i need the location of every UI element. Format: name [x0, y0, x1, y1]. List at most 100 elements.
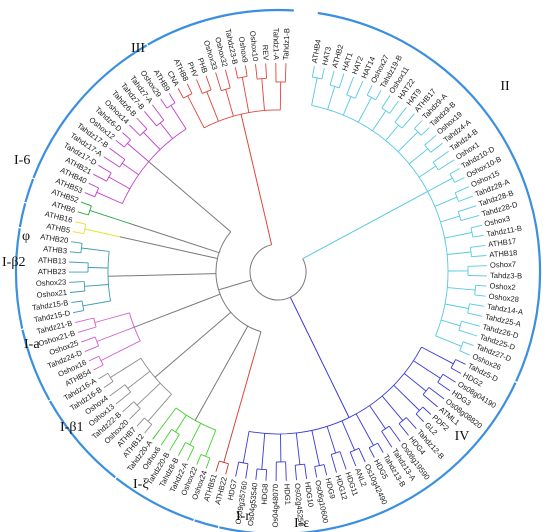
stem-branch [240, 114, 266, 219]
leaf-label: Oshox2 [489, 281, 516, 292]
subclade-branch [311, 430, 320, 466]
leaf-label: Oshox21 [36, 288, 67, 300]
tip-branch [205, 457, 211, 469]
tip-branch [115, 139, 125, 148]
subclade-branch [81, 247, 110, 252]
tip-branch [415, 413, 425, 423]
leaf-label: Oshox23 [36, 278, 67, 288]
tip-branch [265, 469, 268, 481]
tip-branch [450, 367, 462, 374]
tip-branch [205, 75, 212, 91]
tip-branch [129, 124, 141, 136]
tip-branch [422, 406, 432, 415]
subclade-branch [110, 357, 142, 378]
tip-branch [304, 464, 308, 480]
tip-branch [103, 156, 120, 168]
subclade-branch [444, 303, 469, 309]
tip-branch [438, 159, 455, 171]
tip-branch [467, 265, 487, 267]
tip-branch [424, 134, 437, 146]
clade-arc [14, 228, 24, 329]
subclade-branch [418, 165, 436, 178]
stem-branch [119, 236, 203, 256]
leaf-label: ATHB18 [489, 248, 518, 259]
pair-arc [459, 341, 464, 351]
pair-arc [81, 300, 85, 311]
subclade-branch [127, 143, 149, 162]
type-i-stem [240, 325, 249, 340]
subclade-branch [206, 91, 219, 122]
root-branch [302, 243, 332, 260]
tip-branch [285, 461, 287, 481]
subclade-branch [175, 414, 187, 433]
tip-branch [186, 83, 193, 94]
leaf-label: Tahdz3-B [490, 271, 522, 281]
tip-branch [72, 310, 84, 314]
tip-branch [98, 372, 109, 380]
tip-branch [196, 454, 202, 465]
tip-branch [93, 364, 104, 371]
tip-branch [265, 63, 267, 79]
clade-label-i-beta2: I-β2 [2, 255, 25, 270]
pair-arc [256, 468, 267, 471]
subclade-branch [326, 426, 337, 454]
tip-branch [160, 429, 172, 446]
tree-branches [69, 62, 488, 482]
leaf-label: HDG7 [226, 479, 239, 501]
tip-branch [103, 381, 114, 388]
pair-arc [219, 460, 229, 465]
subclade-branch [385, 124, 399, 141]
pair-arc [257, 77, 267, 80]
clade-label-i-delta: I-6 [14, 153, 30, 168]
pair-arc [83, 224, 87, 234]
tip-branch [338, 73, 345, 89]
tip-branch [80, 201, 92, 207]
tip-branch [129, 408, 141, 420]
leaf-label: Oshox28 [488, 292, 519, 304]
pair-arc [83, 281, 86, 292]
clade-label-II: II [500, 79, 510, 94]
tip-branch [329, 70, 335, 86]
tip-branch [358, 448, 366, 463]
pair-arc [119, 159, 126, 168]
leaf-label: REV [261, 45, 271, 62]
leaf-label: Oshox9 [237, 36, 250, 63]
tip-branch [339, 451, 347, 470]
subclade-branch [170, 105, 187, 130]
tip-branch [122, 401, 135, 413]
tip-branch [368, 447, 375, 458]
pair-arc [314, 464, 325, 468]
tip-branch [77, 326, 97, 333]
root-branch [289, 296, 310, 336]
subclade-branch [440, 215, 460, 223]
tip-branch [136, 417, 145, 427]
subclade-branch [440, 319, 461, 327]
tip-branch [235, 461, 240, 477]
tip-branch [346, 76, 354, 95]
subclade-branch [435, 335, 462, 347]
tip-branch [69, 251, 81, 254]
tip-branch [152, 104, 165, 121]
subclade-branch [241, 77, 250, 113]
subclade-branch [355, 413, 374, 446]
tip-branch [394, 106, 407, 123]
tip-branch [136, 117, 148, 130]
tip-branch [321, 68, 325, 79]
subclade-branch [121, 162, 139, 176]
tip-branch [215, 72, 222, 91]
tip-branch [144, 111, 157, 127]
subclade-branch [158, 407, 177, 431]
tip-branch [80, 336, 96, 343]
tip-branch [215, 460, 220, 472]
stem-branch [134, 303, 196, 328]
leaf-label: Tahdz1-A [271, 28, 280, 61]
subclade-branch [136, 382, 161, 406]
type-i-arc [215, 231, 262, 333]
subclade-branch [108, 176, 131, 190]
tip-branch [375, 89, 382, 101]
subclade-arc [203, 109, 281, 129]
clade-label-i-beta1: I-β1 [60, 420, 83, 435]
type-i-stem [205, 311, 232, 335]
tip-branch [144, 424, 153, 434]
